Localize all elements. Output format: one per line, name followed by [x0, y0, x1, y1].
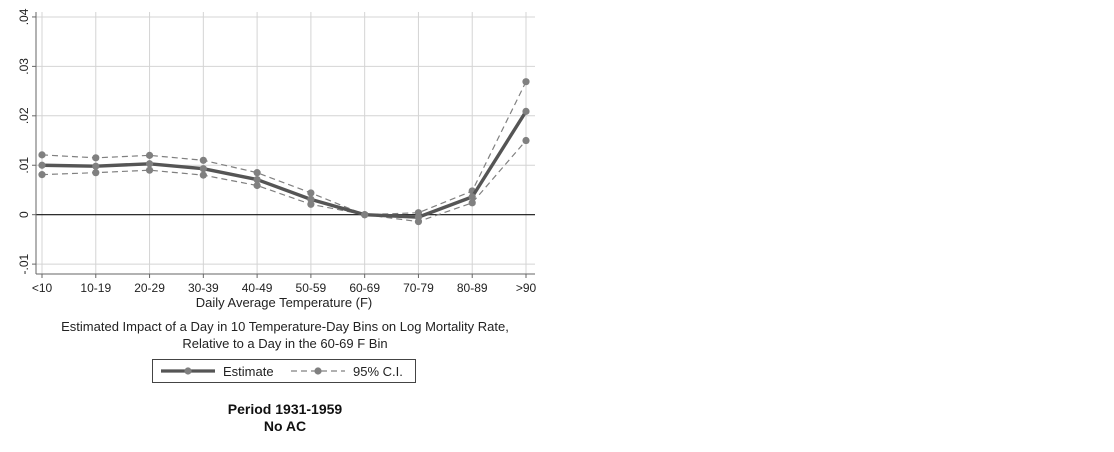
legend-swatch-ci — [291, 367, 345, 375]
x-tick-label-6: 60-69 — [349, 281, 380, 295]
legend-swatch-estimate — [161, 367, 215, 375]
x-tick-label-2: 20-29 — [134, 281, 165, 295]
legend-label-ci: 95% C.I. — [353, 363, 403, 379]
estimate-point-0 — [38, 161, 46, 169]
ci-point-1 — [92, 154, 100, 162]
axes — [35, 12, 535, 275]
ci-point-9 — [522, 78, 530, 86]
y-tick-label-0: -.01 — [17, 253, 31, 274]
ci-point-0 — [38, 171, 46, 179]
y-gridlines — [36, 16, 535, 265]
x-tick-label-1: 10-19 — [80, 281, 111, 295]
estimate-point-9 — [522, 107, 530, 115]
series-ci-upper — [38, 78, 530, 219]
y-tick-label-1: 0 — [17, 211, 31, 218]
estimate-point-3 — [199, 165, 207, 173]
y-tick-label-2: .01 — [17, 157, 31, 174]
ci-point-1 — [92, 169, 100, 177]
x-tick-label-8: 80-89 — [457, 281, 488, 295]
series-ci-lower — [38, 136, 530, 226]
estimate-point-1 — [92, 162, 100, 170]
chart: <10 10-19 20-29 30-39 40-49 50-59 60-69 70-79 80… — [17, 8, 537, 310]
ci-point-5 — [307, 189, 315, 197]
estimate-line — [41, 110, 528, 219]
series-estimate — [38, 107, 530, 221]
ci-point-2 — [145, 151, 154, 159]
chart-note-line-1: Estimated Impact of a Day in 10 Temperat… — [61, 319, 509, 334]
legend: Estimate 95% C.I. — [152, 359, 416, 383]
ci-line — [41, 140, 527, 223]
y-tick-label-3: .02 — [17, 107, 31, 124]
y-tick-label-5: .04 — [17, 8, 31, 25]
chart-note-line-2: Relative to a Day in the 60-69 F Bin — [182, 336, 388, 351]
ci-point-5 — [307, 200, 315, 208]
ci-point-3 — [199, 156, 207, 164]
legend-item-estimate: Estimate — [159, 360, 274, 382]
x-tick-label-9: >90 — [516, 281, 537, 295]
x-tick-label-4: 40-49 — [242, 281, 273, 295]
estimate-point-6 — [361, 211, 369, 219]
ci-point-0 — [38, 151, 46, 159]
series-layer — [38, 78, 530, 226]
x-axis-title: Daily Average Temperature (F) — [196, 295, 373, 310]
estimate-point-8 — [468, 193, 476, 201]
x-tick-label-3: 30-39 — [188, 281, 219, 295]
ci-point-3 — [199, 171, 207, 179]
legend-item-ci: 95% C.I. — [289, 360, 403, 382]
x-tick-label-5: 50-59 — [296, 281, 327, 295]
estimate-point-4 — [253, 175, 261, 184]
legend-label-estimate: Estimate — [223, 363, 274, 379]
ci-line — [41, 81, 527, 216]
x-tick-labels: <10 10-19 20-29 30-39 40-49 50-59 60-69 70-79 80… — [32, 274, 537, 295]
x-gridlines — [41, 12, 527, 274]
estimate-point-7 — [414, 213, 423, 221]
ci-point-2 — [145, 166, 154, 174]
y-tick-label-4: .03 — [17, 58, 31, 75]
estimate-point-2 — [145, 160, 154, 168]
ci-point-8 — [468, 199, 476, 207]
estimate-point-5 — [307, 195, 315, 203]
ci-point-4 — [253, 181, 261, 190]
panel-title-condition: No AC — [263, 418, 307, 434]
panel-title-period: Period 1931-1959 — [227, 401, 343, 417]
x-tick-label-0: <10 — [32, 281, 53, 295]
x-tick-label-7: 70-79 — [403, 281, 434, 295]
ci-point-4 — [253, 169, 261, 177]
y-tick-labels: -.01 0 .01 .02 .03 .04 — [17, 8, 36, 274]
ci-point-9 — [522, 136, 530, 145]
